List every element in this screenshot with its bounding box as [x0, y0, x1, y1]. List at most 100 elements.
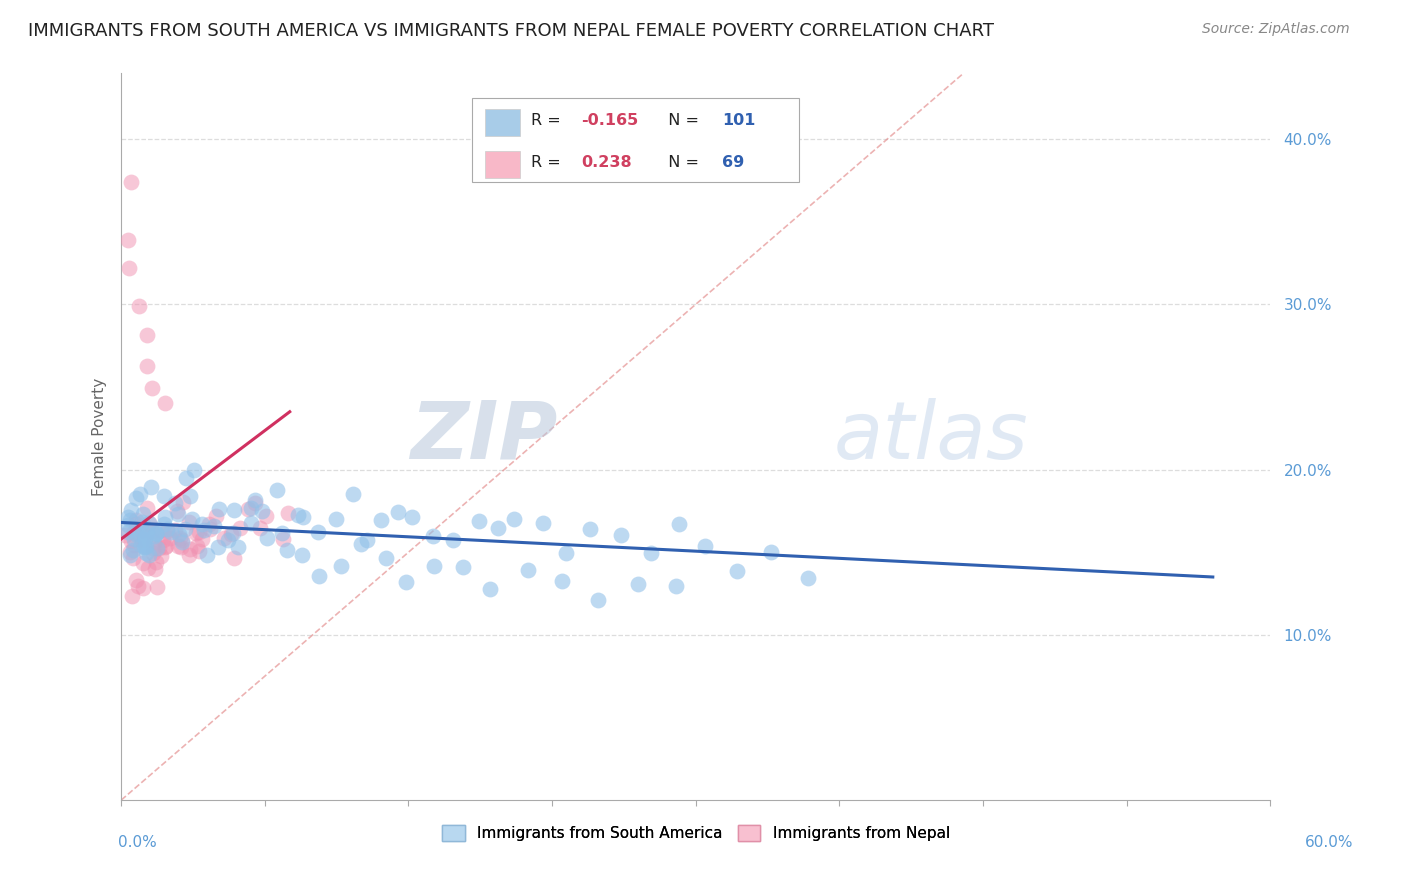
Text: 101: 101	[723, 112, 755, 128]
Point	[387, 505, 409, 519]
Point	[276, 542, 298, 557]
Point	[245, 492, 267, 507]
Point	[208, 502, 231, 516]
Point	[120, 545, 142, 559]
Point	[761, 545, 783, 559]
Point	[170, 535, 193, 549]
Point	[167, 507, 190, 521]
Point	[287, 508, 309, 523]
Point	[153, 516, 176, 531]
Point	[118, 261, 141, 276]
Point	[207, 540, 229, 554]
Point	[640, 546, 662, 560]
Point	[240, 501, 263, 516]
Point	[120, 534, 142, 549]
Point	[135, 328, 157, 343]
Point	[395, 574, 418, 589]
Point	[205, 508, 228, 523]
Point	[370, 513, 392, 527]
Point	[198, 522, 221, 536]
Point	[129, 487, 152, 501]
Point	[127, 579, 149, 593]
Point	[271, 525, 294, 540]
Point	[143, 562, 166, 576]
Point	[134, 541, 156, 555]
Point	[142, 545, 165, 559]
Point	[131, 581, 153, 595]
Point	[183, 463, 205, 477]
Point	[131, 533, 153, 548]
Point	[143, 529, 166, 543]
Point	[159, 531, 181, 545]
Point	[181, 512, 204, 526]
Point	[117, 510, 139, 524]
FancyBboxPatch shape	[485, 151, 520, 178]
Point	[665, 579, 688, 593]
Text: 0.238: 0.238	[581, 155, 631, 169]
Point	[120, 513, 142, 527]
Point	[172, 495, 194, 509]
Point	[136, 561, 159, 575]
Point	[292, 509, 315, 524]
Text: Source: ZipAtlas.com: Source: ZipAtlas.com	[1202, 22, 1350, 37]
Point	[167, 527, 190, 541]
Point	[579, 522, 602, 536]
Point	[441, 533, 464, 547]
Point	[132, 507, 155, 521]
FancyBboxPatch shape	[485, 109, 520, 136]
Point	[155, 539, 177, 553]
Point	[179, 490, 201, 504]
Point	[533, 516, 555, 530]
Point	[129, 538, 152, 552]
Point	[693, 539, 716, 553]
Point	[375, 550, 398, 565]
Point	[152, 533, 174, 547]
Point	[186, 526, 208, 541]
Point	[214, 532, 236, 546]
Text: N =: N =	[658, 112, 704, 128]
Point	[503, 512, 526, 526]
Point	[725, 564, 748, 578]
Point	[271, 532, 294, 546]
Point	[356, 533, 378, 548]
Point	[256, 531, 278, 545]
Y-axis label: Female Poverty: Female Poverty	[93, 377, 107, 496]
Point	[142, 541, 165, 555]
Point	[145, 526, 167, 541]
Point	[202, 519, 225, 533]
Point	[135, 524, 157, 539]
Point	[467, 514, 489, 528]
Text: R =: R =	[531, 112, 567, 128]
Point	[121, 542, 143, 557]
Point	[166, 504, 188, 518]
Point	[228, 521, 250, 535]
Point	[138, 548, 160, 562]
Point	[586, 593, 609, 607]
Point	[170, 540, 193, 554]
Point	[222, 551, 245, 566]
Point	[217, 533, 239, 547]
Point	[187, 543, 209, 558]
Point	[179, 549, 201, 563]
Point	[148, 541, 170, 556]
Point	[128, 526, 150, 541]
Point	[308, 525, 330, 540]
Point	[117, 233, 139, 247]
Point	[138, 516, 160, 530]
Point	[153, 540, 176, 554]
Point	[138, 516, 160, 531]
Text: 60.0%: 60.0%	[1305, 835, 1353, 849]
Point	[131, 515, 153, 529]
Point	[179, 515, 201, 529]
Point	[245, 495, 267, 509]
Point	[277, 507, 299, 521]
Point	[131, 525, 153, 540]
Point	[451, 560, 474, 574]
Point	[135, 540, 157, 554]
Point	[150, 549, 173, 564]
FancyBboxPatch shape	[471, 98, 799, 182]
Point	[160, 525, 183, 540]
Point	[173, 523, 195, 537]
Point	[114, 527, 136, 541]
Point	[122, 550, 145, 565]
